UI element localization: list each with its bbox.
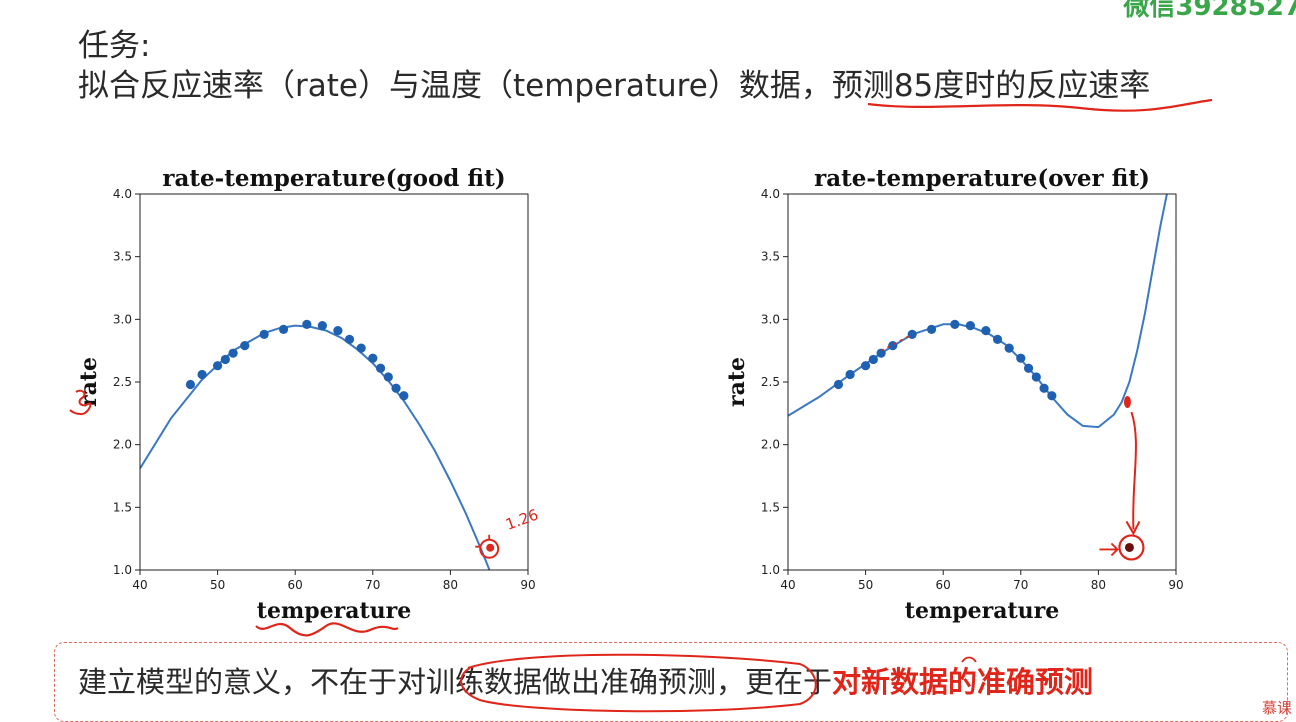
good-fit-data-point-5 [240,341,250,351]
over-fit-ytick-label-5: 3.5 [761,250,780,264]
over-fit-xtick-label-2: 60 [936,578,951,592]
chart-good-fit-svg: rate-temperature(good fit) 40 50 60 70 80 90 1.… [76,165,536,624]
good-fit-ytick-label-1: 1.5 [113,500,132,514]
over-fit-xtick-label-3: 70 [1013,578,1028,592]
over-fit-data-point-0 [833,379,844,390]
footer-emphasis: 对新数据的准确预测 [832,665,1094,699]
good-fit-fit-curve [140,324,491,570]
chart-over-fit-svg: rate-temperature(over fit) 40 50 60 70 80 90 1.… [724,165,1184,624]
task-description-highlight: 预测85度时的反应速率 [831,68,1151,104]
over-fit-xlabel: temperature [905,598,1059,624]
over-fit-data-point-6 [907,329,917,339]
over-fit-arrow-line [1130,411,1137,530]
good-fit-xtick-label-5: 90 [520,578,535,592]
over-fit-ytick-label-3: 2.5 [761,375,780,389]
good-fit-ytick-label-0: 1.0 [113,563,132,577]
good-fit-prediction-circle [479,538,500,559]
over-fit-side-arrow [1099,542,1119,557]
over-fit-data-point-17 [1047,391,1057,401]
over-fit-ytick-label-6: 4.0 [761,187,780,201]
good-fit-data-point-8 [302,319,312,329]
over-fit-curve-marker [1123,396,1131,409]
footer-prefix: 建立模型的意义，不在于对训练数据做出准确预测，更在于 [78,665,833,699]
good-fit-ytick-label-2: 2.0 [113,438,132,452]
task-header: 任务: 拟合反应速率（rate）与温度（temperature）数据，预测85度… [78,26,1150,106]
watermark-bottom: 慕课 [1261,699,1292,717]
over-fit-data-point-12 [1004,343,1014,353]
over-fit-data-point-4 [876,348,886,358]
over-fit-arrow-head [1125,520,1141,536]
good-fit-data-point-17 [399,391,409,401]
over-fit-data-point-3 [868,354,878,365]
over-fit-data-point-7 [926,324,937,334]
good-fit-data-point-13 [368,353,378,363]
good-fit-plot-frame [139,193,529,571]
good-fit-data-point-16 [391,383,401,393]
over-fit-xtick-label-0: 40 [780,578,795,592]
good-fit-xlabel: temperature [257,598,411,624]
good-fit-xtick-label-4: 80 [443,578,458,592]
task-label: 任务: [78,28,151,64]
over-fit-xtick-label-5: 90 [1168,578,1183,592]
over-fit-trace-mark [880,333,913,352]
good-fit-ytick-label-4: 3.0 [113,312,132,326]
over-fit-ytick-label-0: 1.0 [761,563,780,577]
good-fit-data-point-15 [383,372,393,382]
chart-good-fit: rate-temperature(good fit) 40 50 60 70 80 90 1.… [60,160,560,644]
footer-statement: 建立模型的意义，不在于对训练数据做出准确预测，更在于对新数据的准确预测 [78,662,1093,702]
over-fit-xtick-label-4: 80 [1091,578,1106,592]
good-fit-data-point-12 [356,343,366,353]
good-fit-data-point-9 [317,321,327,331]
over-fit-data-point-9 [965,321,975,331]
good-fit-ytick-label-5: 3.5 [113,250,132,264]
good-fit-xtick-label-0: 40 [132,578,147,592]
good-fit-data-point-3 [220,354,230,365]
task-description-prefix: 拟合反应速率（rate）与温度（temperature）数据， [78,68,832,104]
good-fit-xtick-label-3: 70 [365,578,380,592]
good-fit-xtick-label-1: 50 [210,578,225,592]
over-fit-prediction-circle [1118,534,1145,561]
good-fit-title: rate-temperature(good fit) [162,165,505,192]
good-fit-prediction-ticks [475,534,491,548]
over-fit-data-point-1 [845,369,855,380]
chart-over-fit: rate-temperature(over fit) 40 50 60 70 80 90 1.… [708,160,1208,644]
over-fit-data-point-14 [1023,363,1034,373]
good-fit-data-point-11 [344,334,355,344]
over-fit-title: rate-temperature(over fit) [814,165,1150,192]
over-fit-data-point-10 [981,326,991,336]
over-fit-data-point-13 [1016,353,1026,363]
good-fit-ytick-label-3: 2.5 [113,375,132,389]
task-description: 拟合反应速率（rate）与温度（temperature）数据，预测85度时的反应… [78,66,1150,106]
over-fit-plot-frame [787,193,1177,571]
over-fit-ytick-label-4: 3.0 [761,312,780,326]
good-fit-xtick-label-2: 60 [288,578,303,592]
good-fit-data-point-6 [259,329,269,339]
over-fit-ytick-label-1: 1.5 [761,500,780,514]
good-fit-data-point-4 [228,348,238,358]
over-fit-data-point-15 [1031,372,1041,382]
over-fit-ytick-label-2: 2.0 [761,438,780,452]
over-fit-fit-curve [788,194,1168,429]
over-fit-data-point-11 [992,334,1003,344]
good-fit-data-point-14 [375,363,386,373]
good-fit-data-point-2 [213,361,223,371]
over-fit-data-point-8 [950,319,960,329]
over-fit-prediction-point [1124,542,1134,552]
good-fit-data-point-7 [278,324,289,334]
over-fit-xtick-label-1: 50 [858,578,873,592]
over-fit-data-point-2 [861,361,871,371]
over-fit-data-point-16 [1039,383,1049,393]
good-fit-data-point-0 [185,379,196,390]
good-fit-prediction-point [486,543,495,552]
good-fit-data-point-1 [197,369,207,380]
good-fit-ytick-label-6: 4.0 [113,187,132,201]
good-fit-data-point-10 [333,326,343,336]
good-fit-ylabel: rate [76,357,102,407]
over-fit-ylabel: rate [724,357,750,407]
watermark-top: 微信3928527 [1123,0,1296,22]
